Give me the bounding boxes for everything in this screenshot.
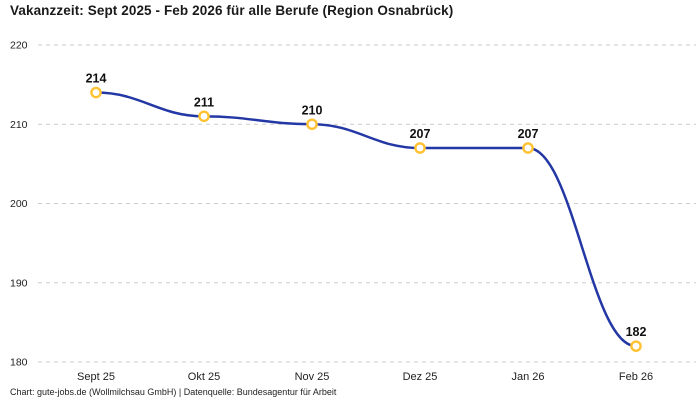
series-line	[94, 91, 638, 348]
chart-title: Vakanzzeit: Sept 2025 - Feb 2026 für all…	[10, 3, 454, 18]
data-point-marker[interactable]	[90, 86, 102, 99]
data-point-label: 214	[86, 72, 107, 86]
y-tick-label: 210	[10, 119, 28, 131]
data-point-marker[interactable]	[306, 118, 318, 131]
x-tick-label: Jan 26	[511, 371, 544, 383]
x-tick-label: Dez 25	[403, 371, 438, 383]
data-point-label: 182	[626, 325, 647, 339]
data-point-marker[interactable]	[522, 142, 534, 154]
data-point-label: 210	[302, 103, 323, 117]
y-tick-label: 200	[10, 198, 28, 210]
data-point-label: 207	[410, 127, 431, 141]
y-tick-label: 180	[10, 357, 28, 369]
data-point-marker[interactable]	[198, 110, 210, 123]
chart-footer: Chart: gute-jobs.de (Wollmilchsau GmbH) …	[10, 387, 337, 397]
y-tick-label: 220	[10, 40, 28, 52]
x-tick-label: Sept 25	[77, 371, 115, 383]
data-point-label: 207	[518, 127, 539, 141]
x-tick-label: Feb 26	[619, 371, 653, 383]
x-tick-label: Okt 25	[188, 371, 220, 383]
data-point-label: 211	[194, 95, 214, 109]
data-point-marker[interactable]	[630, 340, 642, 352]
line-chart: 220 210 200 190 180 Sept 25 Okt 25 Nov 25 Dez 25…	[10, 40, 696, 383]
data-point-marker[interactable]	[414, 142, 426, 154]
y-tick-label: 190	[10, 277, 28, 289]
x-tick-label: Nov 25	[295, 371, 330, 383]
